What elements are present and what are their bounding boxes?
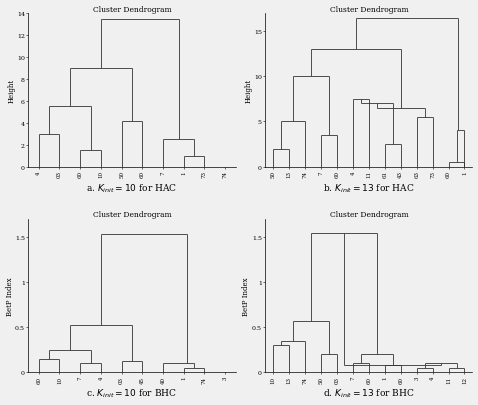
X-axis label: b. $K_{init} = 13$ for HAC: b. $K_{init} = 13$ for HAC <box>323 182 415 194</box>
Title: Cluster Dendrogram: Cluster Dendrogram <box>93 6 171 13</box>
X-axis label: c. $K_{init} = 10$ for BHC: c. $K_{init} = 10$ for BHC <box>87 387 177 399</box>
Title: Cluster Dendrogram: Cluster Dendrogram <box>329 6 408 13</box>
Y-axis label: Height: Height <box>8 79 15 103</box>
Y-axis label: Height: Height <box>244 79 252 103</box>
Y-axis label: BetP Index: BetP Index <box>242 277 250 315</box>
Title: Cluster Dendrogram: Cluster Dendrogram <box>93 211 171 219</box>
X-axis label: a. $K_{init} = 10$ for HAC: a. $K_{init} = 10$ for HAC <box>87 182 177 194</box>
Y-axis label: BetP Index: BetP Index <box>6 277 13 315</box>
Title: Cluster Dendrogram: Cluster Dendrogram <box>329 211 408 219</box>
X-axis label: d. $K_{init} = 13$ for BHC: d. $K_{init} = 13$ for BHC <box>323 387 415 399</box>
